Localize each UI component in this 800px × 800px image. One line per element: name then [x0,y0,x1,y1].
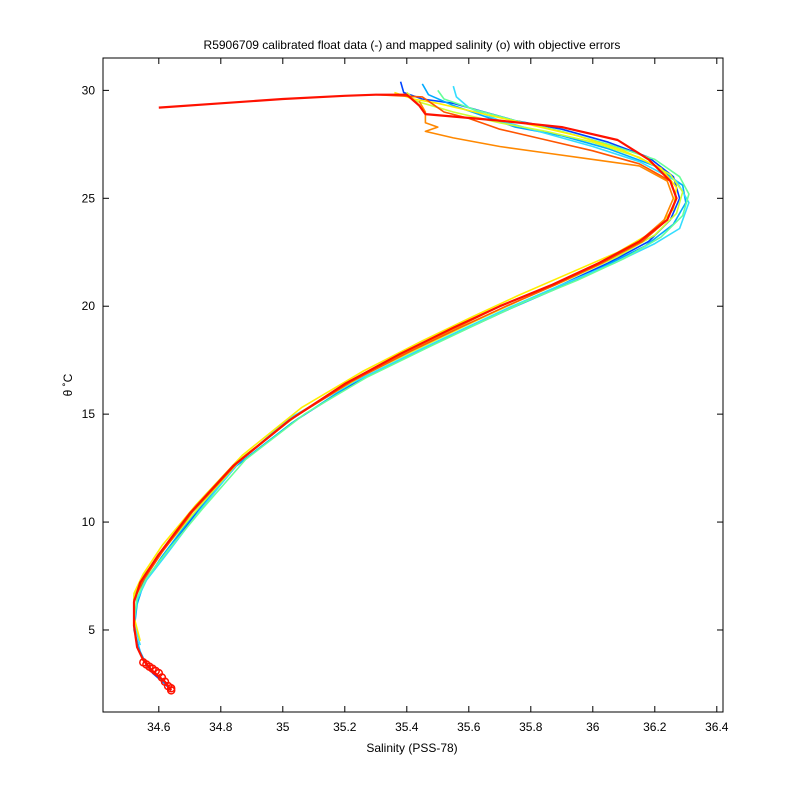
profile-line-1 [133,81,681,691]
mapped-salinity-marker [166,686,176,695]
y-tick-label: 20 [82,299,96,313]
profile-line-2 [133,83,687,687]
x-tick-label: 36.2 [643,720,667,734]
chart-title: R5906709 calibrated float data (-) and m… [204,38,621,52]
profile-line-9 [132,93,678,692]
y-axis-ticks: 5 10 15 20 25 30 [82,83,723,637]
plot-frame [102,57,724,713]
y-tick-label: 15 [82,407,96,421]
profile-line-3 [133,85,690,646]
x-tick-label: 34.6 [147,720,171,734]
y-tick-label: 5 [88,623,95,637]
x-tick-label: 36 [586,720,600,734]
x-tick-label: 36.4 [705,720,729,734]
y-tick-label: 30 [82,83,96,97]
y-tick-label: 10 [82,515,96,529]
x-tick-label: 35.2 [333,720,357,734]
x-tick-label: 35.4 [395,720,419,734]
y-axis-label: θ ˚C [61,373,75,396]
x-tick-label: 35.8 [519,720,543,734]
x-tick-label: 35.6 [457,720,481,734]
x-axis-label: Salinity (PSS-78) [366,741,457,755]
y-tick-label: 25 [82,191,96,205]
profile-line-4 [133,89,690,622]
x-axis-ticks: 34.6 34.8 35 35.2 35.4 35.6 35.8 36 36.2 36.4 [147,58,729,734]
profile-line-6 [133,91,678,642]
x-tick-label: 35 [276,720,290,734]
plot-area [132,81,690,695]
x-tick-label: 34.8 [209,720,233,734]
